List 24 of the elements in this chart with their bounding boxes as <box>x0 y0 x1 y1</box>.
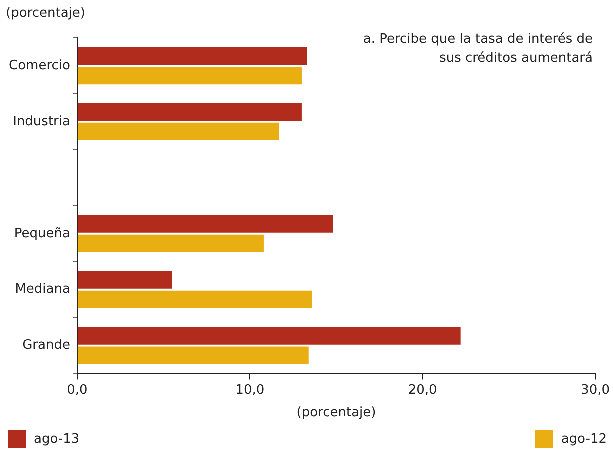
legend-label: ago-12 <box>561 432 607 446</box>
y-tick-label: Pequeña <box>14 226 70 242</box>
x-axis-title: (porcentaje) <box>296 406 376 421</box>
bar <box>78 122 280 141</box>
bar <box>78 66 302 85</box>
bar <box>78 327 461 345</box>
x-tick-label: 10,0 <box>236 382 265 398</box>
y-tick-label: Mediana <box>15 282 70 298</box>
bar <box>78 103 302 121</box>
legend-label: ago-13 <box>34 432 80 446</box>
bar <box>78 47 308 66</box>
chart-title: a. Percibe que la tasa de interés de sus créditos aumentará <box>362 31 593 68</box>
y-tick-label: Comercio <box>8 58 71 74</box>
y-tick-label: Industria <box>13 114 70 130</box>
text: (porcentaje) <box>6 6 86 21</box>
x-tick-label: 30,0 <box>581 382 610 398</box>
bar <box>78 234 264 252</box>
bar <box>78 346 309 364</box>
bar <box>78 215 334 233</box>
bar <box>78 290 312 308</box>
y-tick-label: Grande <box>22 338 70 354</box>
x-tick-label: 20,0 <box>408 382 438 398</box>
x-tick-label: 0,0 <box>67 382 88 398</box>
bar <box>78 271 172 289</box>
